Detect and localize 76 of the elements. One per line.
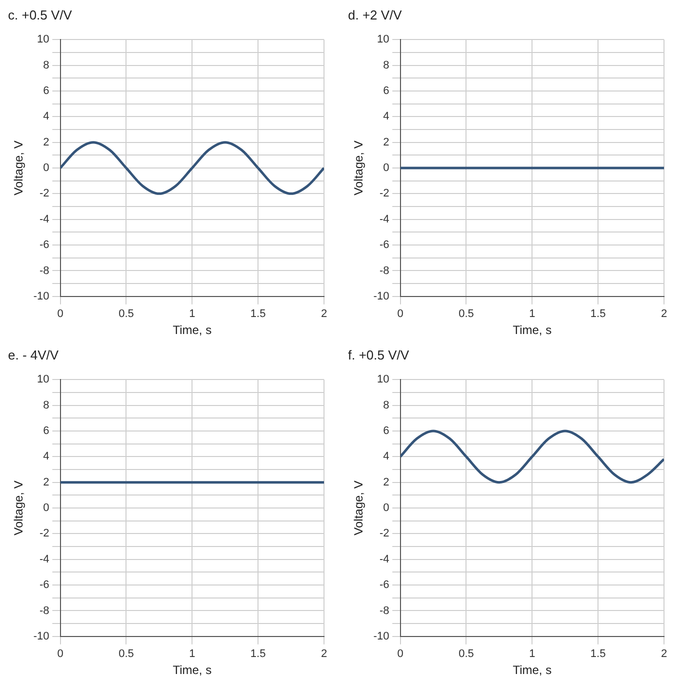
x-tick-label: 0	[397, 308, 404, 320]
x-axis-title: Time, s	[172, 323, 212, 338]
y-tick-label: -8	[40, 264, 50, 277]
x-tick-label: 0.5	[118, 308, 134, 320]
y-tick-label: 8	[43, 59, 50, 72]
y-tick-label: 6	[383, 84, 390, 97]
y-tick-label: -2	[380, 188, 390, 200]
y-tick-label: 0	[43, 502, 50, 514]
x-tick-label: 1	[529, 648, 536, 660]
chart-title: e. - 4V/V	[8, 347, 59, 362]
y-tick-label: 10	[37, 34, 50, 46]
x-tick-label: 1	[189, 648, 196, 660]
y-tick-label: -4	[40, 553, 50, 566]
x-tick-label: 2	[320, 648, 328, 660]
y-tick-label: -6	[40, 579, 50, 592]
y-tick-label: -6	[380, 239, 390, 252]
x-tick-label: 1	[529, 308, 536, 320]
y-tick-label: 2	[43, 136, 50, 148]
chart-title: c. +0.5 V/V	[8, 7, 72, 22]
x-tick-label: 2	[320, 308, 328, 320]
y-tick-label: 2	[383, 136, 390, 148]
y-tick-label: -2	[40, 188, 50, 200]
y-tick-label: -4	[380, 553, 390, 566]
y-tick-label: 10	[37, 374, 50, 386]
y-axis-title: Voltage, V	[12, 480, 26, 536]
x-axis-title: Time, s	[512, 323, 552, 338]
x-tick-label: 2	[660, 308, 668, 320]
y-tick-label: -10	[33, 630, 50, 642]
y-tick-label: -4	[40, 213, 50, 226]
chart-title: d. +2 V/V	[348, 7, 402, 22]
y-tick-label: 0	[383, 162, 390, 174]
y-tick-label: 0	[383, 502, 390, 514]
y-tick-label: -8	[380, 264, 390, 277]
x-tick-label: 1.5	[590, 308, 606, 320]
x-tick-label: 1.5	[250, 648, 266, 660]
y-tick-label: -8	[40, 604, 50, 617]
y-tick-label: -8	[380, 604, 390, 617]
y-tick-label: -2	[380, 528, 390, 540]
y-tick-label: -10	[373, 290, 390, 302]
y-tick-label: 4	[383, 450, 390, 463]
x-tick-label: 2	[660, 648, 668, 660]
y-tick-label: 4	[43, 110, 50, 123]
x-tick-label: 0	[397, 648, 404, 660]
y-tick-label: 0	[43, 162, 50, 174]
y-tick-label: 4	[383, 110, 390, 123]
y-tick-label: -6	[380, 579, 390, 592]
y-tick-label: -4	[380, 213, 390, 226]
x-tick-label: 1.5	[590, 648, 606, 660]
y-tick-label: -2	[40, 528, 50, 540]
y-tick-label: 8	[43, 399, 50, 412]
y-tick-label: 2	[383, 476, 390, 488]
x-tick-label: 0	[57, 648, 64, 660]
x-tick-label: 1.5	[250, 308, 266, 320]
y-tick-label: 6	[383, 424, 390, 437]
y-tick-label: 8	[383, 59, 390, 72]
y-tick-label: 4	[43, 450, 50, 463]
y-tick-label: 10	[377, 34, 390, 46]
y-tick-label: -6	[40, 239, 50, 252]
y-tick-label: -10	[33, 290, 50, 302]
y-tick-label: 2	[43, 476, 50, 488]
chart-title: f. +0.5 V/V	[348, 347, 410, 362]
x-tick-label: 0.5	[458, 308, 474, 320]
y-axis-title: Voltage, V	[352, 480, 366, 536]
x-tick-label: 0.5	[118, 648, 134, 660]
x-tick-label: 0	[57, 308, 64, 320]
y-tick-label: 8	[383, 399, 390, 412]
x-axis-title: Time, s	[172, 663, 212, 678]
y-tick-label: 10	[377, 374, 390, 386]
y-axis-title: Voltage, V	[12, 140, 26, 196]
x-axis-title: Time, s	[512, 663, 552, 678]
x-tick-label: 0.5	[458, 648, 474, 660]
y-axis-title: Voltage, V	[352, 140, 366, 196]
y-tick-label: 6	[43, 424, 50, 437]
y-tick-label: -10	[373, 630, 390, 642]
x-tick-label: 1	[189, 308, 196, 320]
y-tick-label: 6	[43, 84, 50, 97]
